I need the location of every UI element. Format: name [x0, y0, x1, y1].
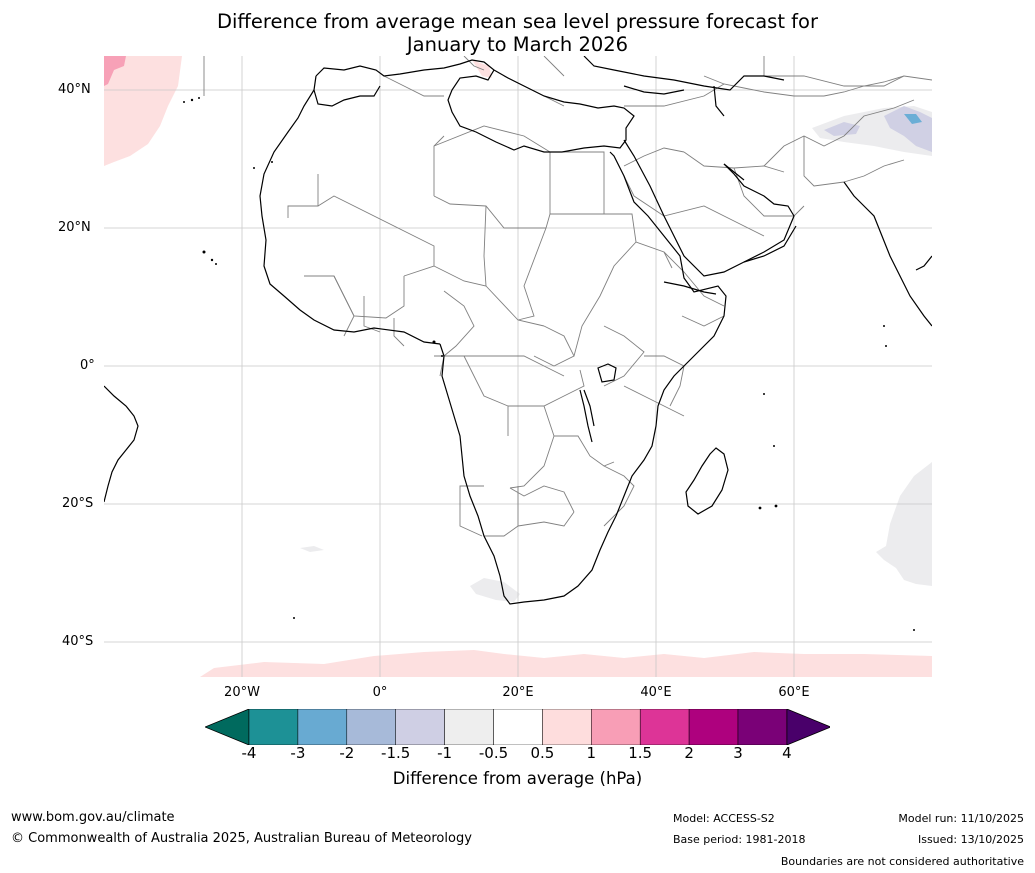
footer-issued: Issued: 13/10/2025	[917, 833, 1024, 846]
footer-model: Model: ACCESS-S2	[673, 812, 775, 825]
footer-copyright: © Commonwealth of Australia 2025, Austra…	[11, 831, 472, 846]
colorbar-tick-label: -2	[339, 744, 355, 762]
anomaly-strong-northwest	[104, 56, 126, 86]
anomaly-negative-southeast	[876, 462, 932, 586]
colorbar-segment	[297, 708, 348, 746]
anomaly-positive-south	[200, 650, 932, 677]
colorbar	[203, 708, 832, 746]
lat-label-20s: 20°S	[62, 496, 94, 511]
islands	[183, 97, 915, 631]
colorbar-segment	[542, 708, 592, 746]
colorbar-tick-label: 0.5	[530, 744, 555, 762]
colorbar-tick-label: 1.5	[628, 744, 653, 762]
lon-label-0: 0°	[372, 685, 388, 700]
colorbar-tick-label: 4	[782, 744, 792, 762]
lon-label-60e: 60°E	[778, 685, 810, 700]
anomaly-negative-small	[300, 546, 324, 552]
colorbar-arrow-low	[203, 708, 250, 746]
footer-base-period: Base period: 1981-2018	[673, 833, 806, 846]
anomaly-negative-south-atlantic	[470, 578, 520, 602]
colorbar-tick-label: 1	[586, 744, 597, 762]
colorbar-tick-label: -4	[241, 744, 257, 762]
colorbar-tick-label: -1.5	[381, 744, 411, 762]
anomaly-positive-northwest	[104, 56, 182, 166]
footer-model-run: Model run: 11/10/2025	[898, 812, 1024, 825]
colorbar-segment	[493, 708, 543, 746]
colorbar-tick-label: -3	[290, 744, 306, 762]
colorbar-segment	[591, 708, 641, 746]
colorbar-tick-label: -1	[437, 744, 453, 762]
chart-title: Difference from average mean sea level p…	[0, 10, 1035, 56]
anomaly-lavender-central-asia	[824, 106, 932, 152]
colorbar-svg	[203, 708, 832, 746]
colorbar-segment	[444, 708, 494, 746]
lon-label-20w: 20°W	[224, 685, 260, 700]
title-line-1: Difference from average mean sea level p…	[217, 10, 818, 33]
colorbar-tick-label: 2	[684, 744, 694, 762]
footer-url[interactable]: www.bom.gov.au/climate	[11, 810, 175, 825]
colorbar-segment	[639, 708, 690, 746]
lon-label-40e: 40°E	[640, 685, 672, 700]
lat-label-40s: 40°S	[62, 634, 94, 649]
colorbar-arrow-high	[786, 708, 832, 746]
anomaly-shading	[104, 56, 932, 677]
colorbar-segment	[346, 708, 396, 746]
map-svg	[104, 56, 932, 677]
colorbar-tick-label: 3	[733, 744, 743, 762]
country-borders	[203, 56, 932, 537]
colorbar-segment	[688, 708, 739, 746]
colorbar-segment	[248, 708, 299, 746]
colorbar-segment	[737, 708, 788, 746]
coastlines	[104, 56, 932, 605]
colorbar-label: Difference from average (hPa)	[392, 769, 643, 788]
graticule	[104, 56, 932, 677]
lat-label-20n: 20°N	[58, 220, 91, 235]
lon-label-20e: 20°E	[502, 685, 534, 700]
colorbar-tick-label: -0.5	[478, 744, 509, 762]
footer-boundaries: Boundaries are not considered authoritat…	[780, 855, 1024, 868]
anomaly-blue-himalaya	[904, 114, 922, 124]
title-line-2: January to March 2026	[406, 33, 629, 56]
lat-label-equator: 0°	[80, 358, 95, 373]
colorbar-segment	[395, 708, 445, 746]
map-panel	[104, 56, 932, 677]
lat-label-40n: 40°N	[58, 82, 91, 97]
